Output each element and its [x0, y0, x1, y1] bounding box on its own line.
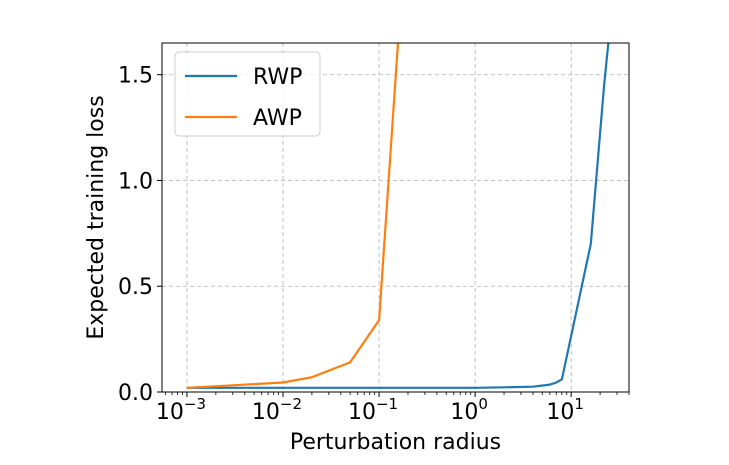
y-tick-label: 0.5: [118, 275, 153, 300]
legend-label-rwp: RWP: [253, 65, 302, 90]
x-axis-label: Perturbation radius: [290, 430, 501, 455]
x-axis: 10−3 10−2 10−1 100 101: [156, 392, 630, 425]
y-axis-label: Expected training loss: [84, 95, 109, 339]
x-tick-label: 10−2: [252, 395, 302, 425]
y-tick-label: 1.5: [118, 64, 153, 89]
y-tick-label: 0.0: [118, 381, 153, 406]
x-tick-label: 10−1: [348, 395, 398, 425]
y-tick-label: 1.0: [118, 169, 153, 194]
y-axis: 0.0 0.5 1.0 1.5: [118, 64, 162, 406]
legend-box: [174, 51, 321, 137]
legend-label-awp: AWP: [253, 106, 302, 131]
series-line-awp: [186, 43, 400, 389]
plot-frame: [161, 42, 630, 393]
x-tick-label: 10−3: [156, 395, 206, 425]
plot-lines: [186, 43, 610, 389]
x-tick-label: 101: [546, 395, 584, 425]
series-line-rwp: [186, 43, 610, 389]
x-tick-label: 100: [450, 395, 488, 425]
legend: RWP AWP: [174, 51, 321, 137]
